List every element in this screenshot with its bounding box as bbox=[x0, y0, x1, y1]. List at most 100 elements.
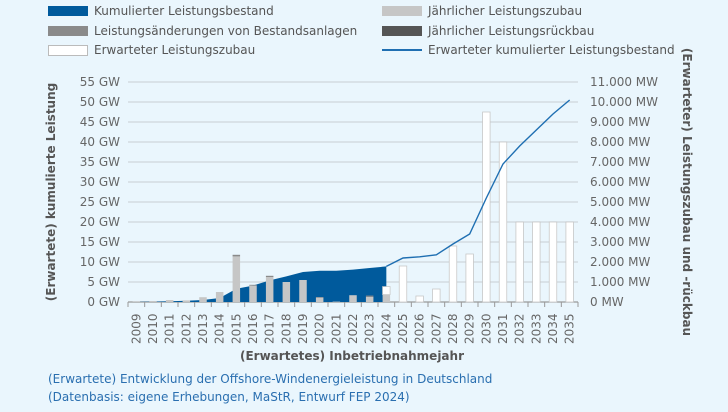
bar-jaehrlicher-zubau bbox=[315, 297, 324, 302]
bar-erwarteter-zubau bbox=[432, 288, 441, 303]
y-tick-right: 4.000 MW bbox=[590, 215, 651, 229]
bar-leistungsaenderung bbox=[249, 284, 257, 286]
x-tick-label: 2010 bbox=[146, 313, 160, 344]
x-tick-label: 2028 bbox=[446, 313, 460, 344]
y-tick-right: 7.000 MW bbox=[590, 155, 651, 169]
y-tick-left: 20 GW bbox=[80, 215, 120, 229]
bar-jaehrlicher-zubau bbox=[282, 282, 291, 302]
y-tick-right: 3.000 MW bbox=[590, 235, 651, 249]
bar-jaehrlicher-zubau bbox=[199, 297, 207, 302]
y-tick-right: 9.000 MW bbox=[590, 115, 651, 129]
y-tick-right: 11.000 MW bbox=[590, 75, 658, 89]
x-tick-label: 2030 bbox=[479, 313, 493, 344]
bar-leistungsaenderung bbox=[315, 297, 324, 298]
bar-leistungsaenderung bbox=[365, 295, 374, 297]
y-tick-left: 0 GW bbox=[87, 295, 120, 309]
x-tick-label: 2035 bbox=[563, 313, 577, 344]
x-tick-label: 2020 bbox=[313, 313, 327, 344]
y-tick-left: 15 GW bbox=[80, 235, 120, 249]
x-tick-label: 2009 bbox=[129, 313, 143, 344]
bar-jaehrlicher-zubau bbox=[349, 295, 357, 302]
bar-jaehrlicher-zubau bbox=[215, 292, 224, 302]
x-tick-label: 2031 bbox=[496, 313, 510, 344]
bar-erwarteter-zubau bbox=[482, 111, 491, 303]
y-tick-right: 5.000 MW bbox=[590, 195, 651, 209]
bar-leistungsaenderung bbox=[265, 275, 274, 277]
bar-erwarteter-zubau bbox=[498, 141, 508, 303]
y-axis-right-title: (Erwarteter) Leistungszubau und -rückbau bbox=[680, 48, 694, 336]
x-tick-label: 2024 bbox=[379, 313, 393, 344]
bar-jaehrlicher-zubau bbox=[149, 301, 157, 302]
y-tick-right: 8.000 MW bbox=[590, 135, 651, 149]
x-tick-label: 2021 bbox=[329, 313, 343, 344]
y-tick-left: 35 GW bbox=[80, 155, 120, 169]
legend-item-kumuliert: Kumulierter Leistungsbestand bbox=[48, 4, 274, 18]
y-tick-left: 25 GW bbox=[80, 195, 120, 209]
bar-jaehrlicher-zubau bbox=[382, 294, 391, 302]
y-tick-left: 5 GW bbox=[87, 275, 120, 289]
bar-erwarteter-zubau bbox=[398, 265, 408, 303]
legend-label: Erwarteter Leistungszubau bbox=[94, 43, 256, 57]
legend-label: Kumulierter Leistungsbestand bbox=[94, 4, 274, 18]
bar-erwarteter-zubau bbox=[548, 221, 558, 303]
legend-item-erwarteter-zubau: Erwarteter Leistungszubau bbox=[48, 43, 255, 57]
bar-jaehrlicher-zubau bbox=[132, 301, 141, 302]
legend-item-erwarteter-bestand: Erwarteter kumulierter Leistungsbestand bbox=[382, 43, 675, 57]
bar-erwarteter-zubau bbox=[415, 295, 424, 303]
bar-leistungsaenderung bbox=[232, 254, 241, 257]
x-tick-label: 2013 bbox=[196, 313, 210, 344]
legend-item-zubau: Jährlicher Leistungszubau bbox=[382, 4, 582, 18]
x-tick-label: 2023 bbox=[363, 313, 377, 344]
bar-jaehrlicher-zubau bbox=[232, 256, 241, 302]
bar-erwarteter-zubau bbox=[565, 221, 574, 303]
x-tick-label: 2034 bbox=[546, 313, 560, 344]
x-tick-label: 2015 bbox=[229, 313, 243, 344]
y-tick-right: 10.000 MW bbox=[590, 95, 658, 109]
x-tick-label: 2018 bbox=[279, 313, 293, 344]
legend-label: Jährlicher Leistungsrückbau bbox=[428, 24, 595, 38]
bar-jaehrlicher-zubau bbox=[265, 277, 274, 302]
bar-erwarteter-zubau bbox=[465, 253, 474, 303]
x-tick-label: 2014 bbox=[213, 313, 227, 344]
bar-jaehrlicher-zubau bbox=[365, 296, 374, 302]
bar-erwarteter-zubau bbox=[382, 286, 391, 296]
x-tick-label: 2017 bbox=[263, 313, 277, 344]
y-tick-left: 40 GW bbox=[80, 135, 120, 149]
bar-jaehrlicher-zubau bbox=[165, 300, 174, 302]
y-tick-right: 6.000 MW bbox=[590, 175, 651, 189]
bar-jaehrlicher-zubau bbox=[182, 300, 191, 302]
y-tick-left: 55 GW bbox=[80, 75, 120, 89]
x-tick-label: 2016 bbox=[246, 313, 260, 344]
caption-line-1: (Erwartete) Entwicklung der Offshore-Win… bbox=[48, 372, 493, 386]
bar-erwarteter-zubau bbox=[515, 221, 524, 303]
x-tick-label: 2012 bbox=[179, 313, 193, 344]
line-erwarteter-kumulierter-bestand bbox=[386, 99, 571, 268]
x-tick-label: 2019 bbox=[296, 313, 310, 344]
x-tick-label: 2032 bbox=[513, 313, 527, 344]
legend-label: Erwarteter kumulierter Leistungsbestand bbox=[428, 43, 675, 57]
x-tick-label: 2029 bbox=[463, 313, 477, 344]
x-tick-label: 2022 bbox=[346, 313, 360, 344]
legend-label: Leistungsänderungen von Bestandsanlagen bbox=[94, 24, 358, 38]
x-tick-label: 2025 bbox=[396, 313, 410, 344]
caption-line-2: (Datenbasis: eigene Erhebungen, MaStR, E… bbox=[48, 390, 410, 404]
area-kumulierter-leistungsbestand bbox=[136, 266, 387, 302]
bar-jaehrlicher-zubau bbox=[249, 285, 257, 302]
x-axis-title: (Erwartetes) Inbetriebnahmejahr bbox=[240, 349, 464, 363]
y-tick-left: 10 GW bbox=[80, 255, 120, 269]
y-tick-left: 30 GW bbox=[80, 175, 120, 189]
y-tick-right: 1.000 MW bbox=[590, 275, 651, 289]
y-tick-right: 0 MW bbox=[590, 295, 624, 309]
bar-erwarteter-zubau bbox=[448, 245, 458, 303]
bar-jaehrlicher-zubau bbox=[299, 280, 307, 302]
x-tick-label: 2011 bbox=[163, 313, 177, 344]
x-tick-label: 2026 bbox=[413, 313, 427, 344]
x-tick-label: 2027 bbox=[429, 313, 443, 344]
y-tick-right: 2.000 MW bbox=[590, 255, 651, 269]
bar-erwarteter-zubau bbox=[532, 221, 541, 303]
legend-label: Jährlicher Leistungszubau bbox=[428, 4, 583, 18]
legend-item-aenderungen: Leistungsänderungen von Bestandsanlagen bbox=[48, 24, 357, 38]
x-tick-label: 2033 bbox=[529, 313, 543, 344]
